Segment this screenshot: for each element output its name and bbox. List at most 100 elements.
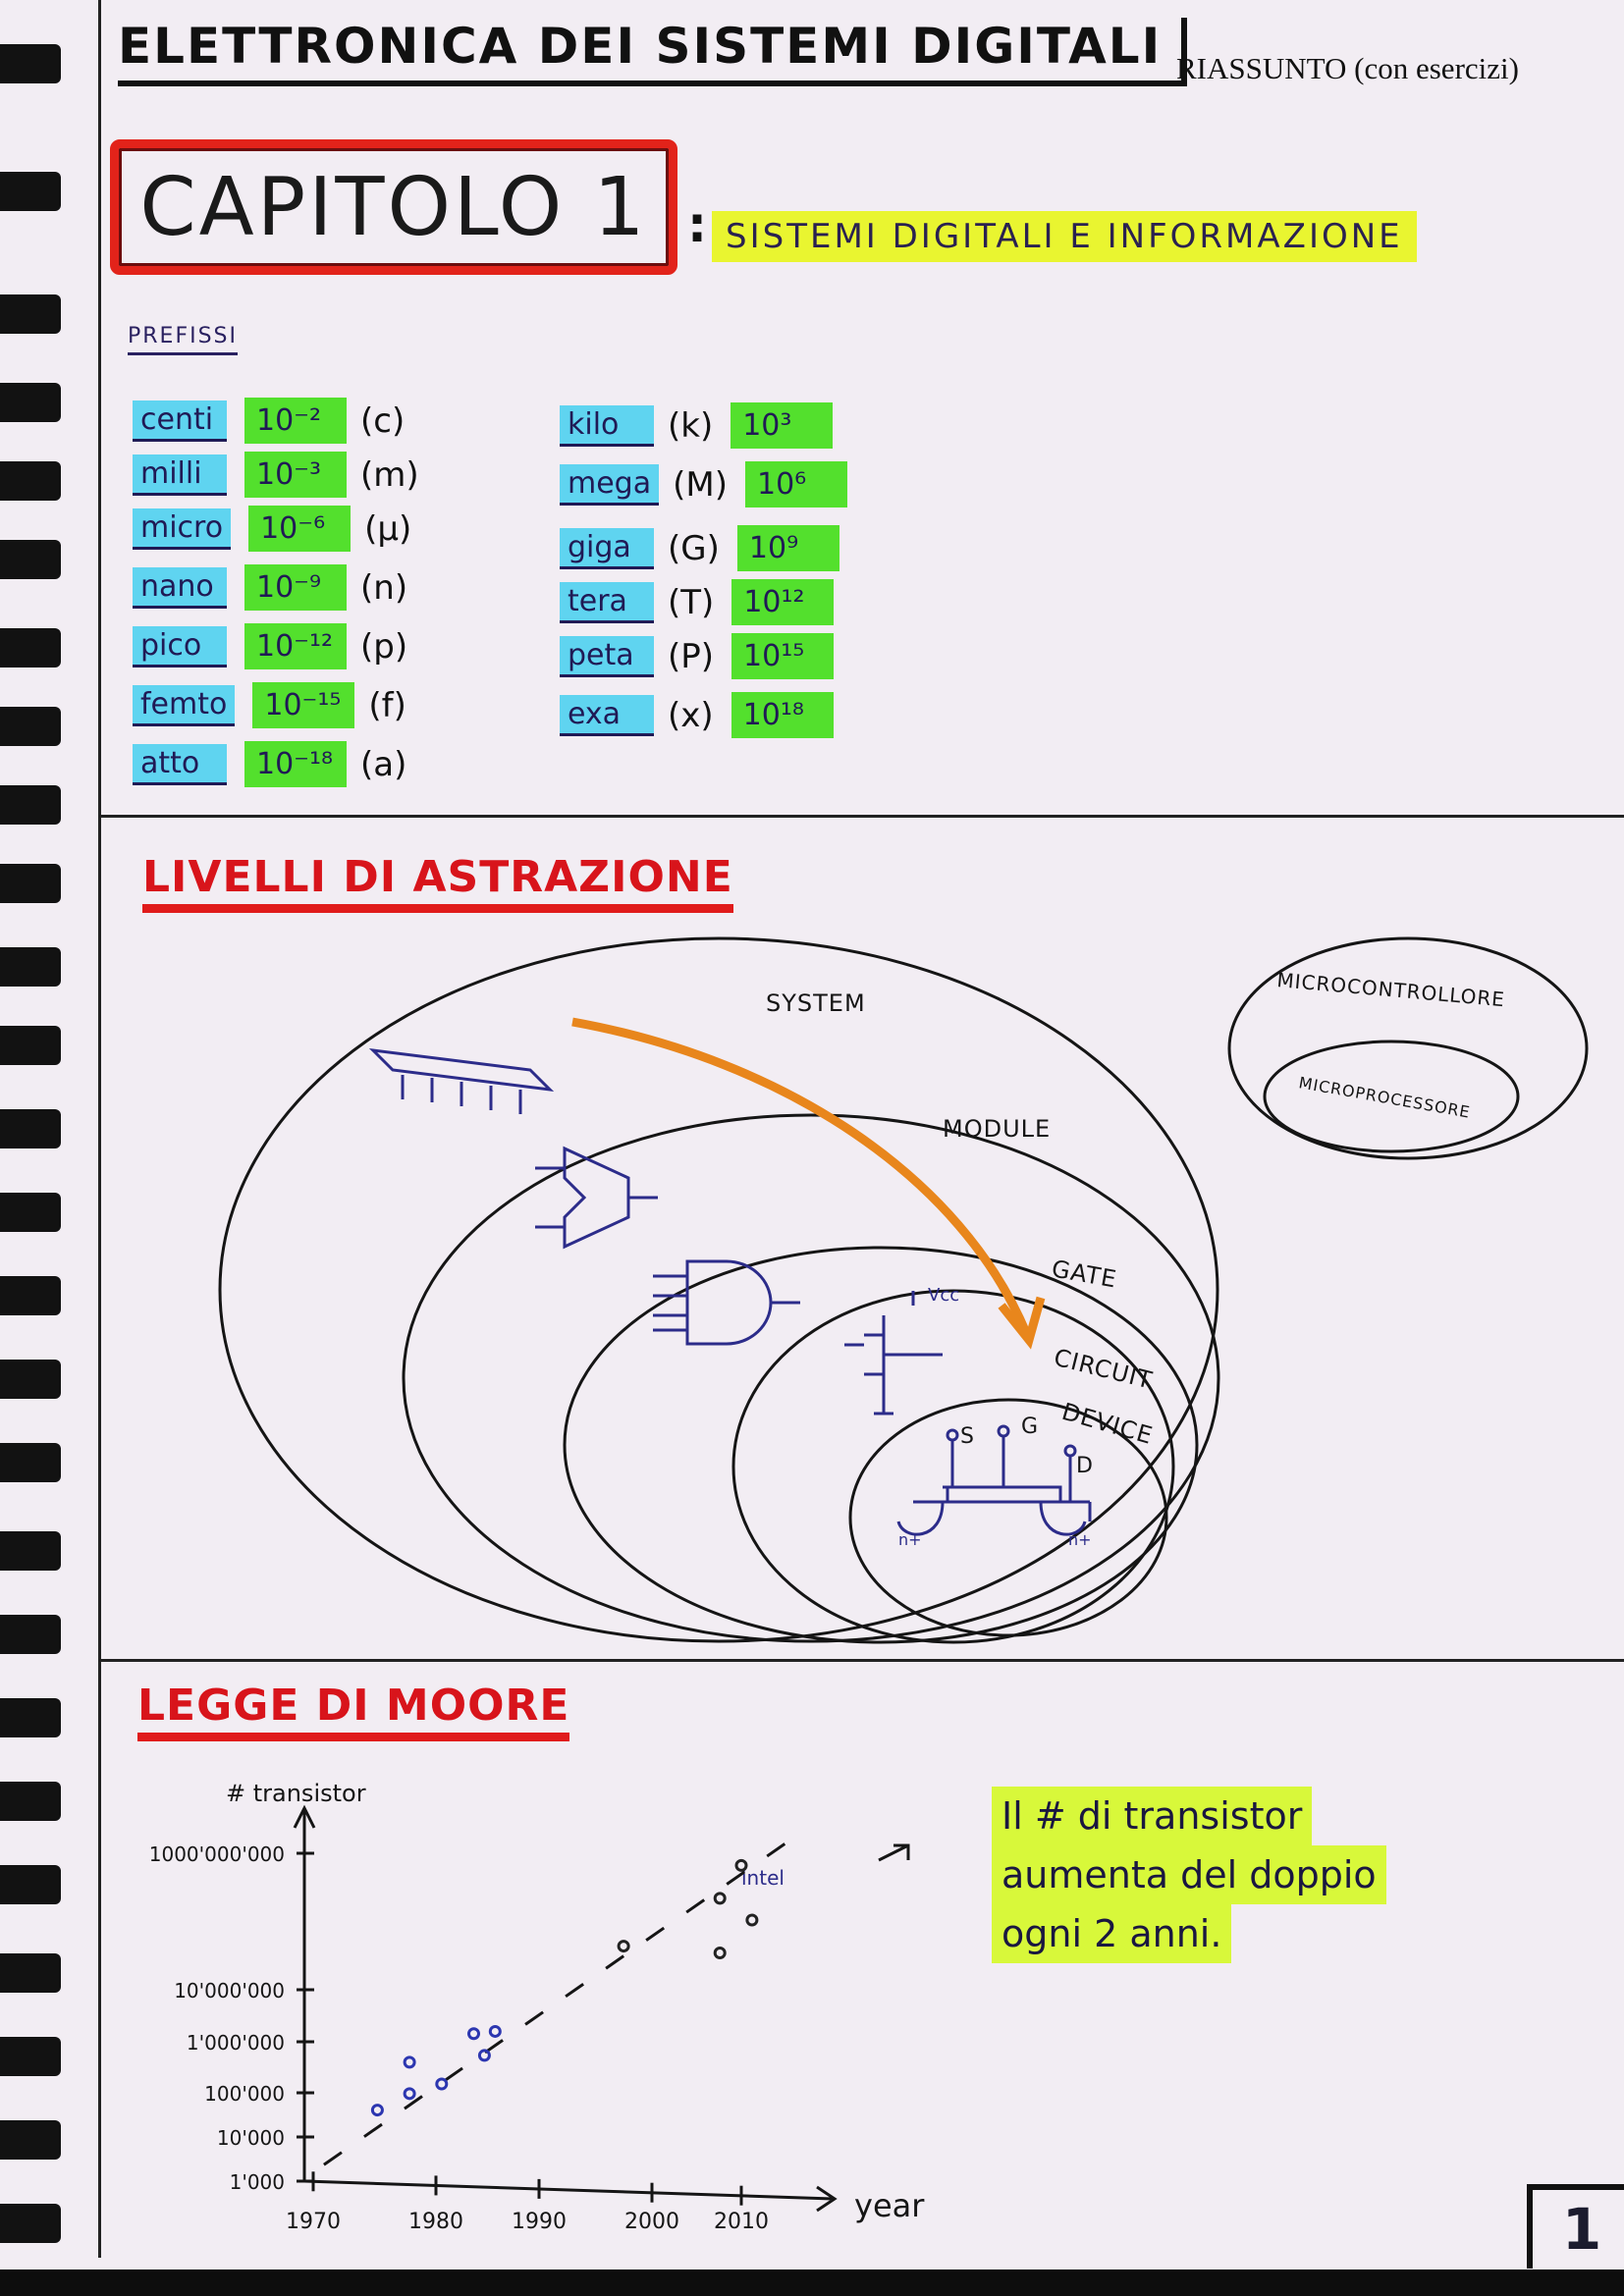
- typed-label: RIASSUNTO (con esercizi): [1176, 51, 1519, 85]
- prefix-value: 10⁹: [736, 525, 839, 571]
- data-point: [617, 1940, 630, 1953]
- device-ellipse: [848, 1398, 1168, 1637]
- colon: :: [687, 196, 707, 253]
- binding-ring: [0, 2204, 61, 2243]
- binding-ring: [0, 1109, 61, 1148]
- data-point: [403, 2087, 416, 2101]
- prefix-row: atto 10⁻¹⁸ (a): [133, 741, 406, 787]
- prefix-row: centi 10⁻² (c): [133, 398, 405, 444]
- data-point: [370, 2104, 384, 2117]
- binding-ring: [0, 864, 61, 903]
- data-point: [713, 1892, 727, 1905]
- y-tick-label: 10'000: [217, 2126, 285, 2150]
- prefix-symbol: (μ): [364, 508, 412, 549]
- data-point: [713, 1947, 727, 1960]
- note-line: aumenta del doppio: [992, 1845, 1386, 1904]
- y-tick-label: 1000'000'000: [149, 1842, 285, 1866]
- prefix-value: 10¹⁸: [731, 692, 834, 738]
- binding-ring: [0, 383, 61, 422]
- prefix-row: milli 10⁻³ (m): [133, 452, 419, 498]
- system-ellipse: [218, 936, 1219, 1643]
- divider: [101, 815, 1624, 818]
- prefix-name: giga: [560, 527, 654, 569]
- prefix-value: 10⁻¹⁸: [244, 741, 347, 787]
- prefix-symbol: (P): [668, 636, 715, 676]
- data-point: [745, 1913, 759, 1927]
- margin-line: [98, 0, 101, 2258]
- drain-label: D: [1076, 1454, 1093, 1478]
- module-ellipse: [402, 1113, 1220, 1643]
- prefix-name: femto: [133, 684, 236, 726]
- moore-note: Il # di transistor aumenta del doppio og…: [992, 1787, 1386, 1963]
- prefix-name: nano: [133, 566, 227, 609]
- level-system: SYSTEM: [766, 989, 866, 1017]
- prefix-row: micro 10⁻⁶ (μ): [133, 506, 411, 552]
- binding-ring: [0, 1193, 61, 1232]
- note-line: ogni 2 anni.: [992, 1904, 1232, 1963]
- x-tick-label: 1970: [286, 2210, 341, 2234]
- prefix-symbol: (f): [368, 685, 406, 725]
- gate-terminal-label: G: [1021, 1415, 1038, 1439]
- prefix-symbol: (G): [668, 528, 720, 568]
- note-line: Il # di transistor: [992, 1787, 1313, 1845]
- binding-ring: [0, 2120, 61, 2160]
- binding-ring: [0, 628, 61, 667]
- prefix-value: 10⁻²: [244, 398, 347, 444]
- prefix-symbol: (n): [360, 567, 408, 608]
- prefix-value: 10⁻⁹: [244, 564, 347, 611]
- notebook-binding: [0, 0, 69, 2296]
- prefix-row: femto 10⁻¹⁵ (f): [133, 682, 406, 728]
- y-tick-label: 1'000'000: [187, 2031, 285, 2055]
- prefix-symbol: (c): [360, 400, 406, 441]
- data-point: [403, 2056, 416, 2069]
- data-point: [467, 2027, 480, 2041]
- mosfet-device-icon: [896, 1424, 1092, 1536]
- prefix-name: peta: [560, 635, 654, 677]
- y-axis-label: # transistor: [226, 1780, 366, 1807]
- source-label: S: [960, 1424, 974, 1449]
- binding-ring: [0, 1953, 61, 1993]
- prefix-value: 10¹²: [731, 579, 835, 625]
- prefix-value: 10⁻⁶: [248, 506, 352, 552]
- prefix-row: mega (M) 10⁶: [560, 461, 847, 507]
- page-title: ELETTRONICA DEI SISTEMI DIGITALI: [118, 18, 1188, 86]
- binding-ring: [0, 44, 61, 83]
- binding-ring: [0, 1615, 61, 1654]
- chapter-subtitle: SISTEMI DIGITALI E INFORMAZIONE: [712, 211, 1417, 262]
- gate-ellipse: [563, 1246, 1199, 1644]
- chip-icon: [368, 1047, 555, 1114]
- y-tick-label: 10'000'000: [174, 1979, 285, 2002]
- binding-ring: [0, 540, 61, 579]
- prefix-name: centi: [133, 400, 227, 442]
- trend-line: [323, 1836, 796, 2166]
- data-point: [477, 2049, 491, 2062]
- prefix-name: milli: [133, 454, 227, 496]
- binding-ring: [0, 2037, 61, 2076]
- prefix-symbol: (p): [360, 626, 408, 667]
- prefix-name: exa: [560, 694, 654, 736]
- chapter-box: CAPITOLO 1: [110, 139, 677, 275]
- y-tick-label: 100'000: [204, 2082, 285, 2106]
- x-tick-label: 1990: [512, 2210, 567, 2234]
- binding-ring: [0, 1360, 61, 1399]
- binding-ring: [0, 1698, 61, 1737]
- microcontroller-ellipse: [1227, 936, 1589, 1160]
- prefix-row: nano 10⁻⁹ (n): [133, 564, 407, 611]
- binding-ring: [0, 1026, 61, 1065]
- prefix-name: micro: [133, 507, 232, 550]
- binding-ring: [0, 947, 61, 987]
- binding-ring: [0, 461, 61, 501]
- prefix-symbol: (T): [668, 582, 715, 622]
- prefix-symbol: (m): [360, 454, 419, 495]
- prefix-name: pico: [133, 625, 227, 667]
- binding-ring: [0, 1276, 61, 1315]
- moore-heading: LEGGE DI MOORE: [137, 1681, 570, 1741]
- prefix-value: 10³: [731, 402, 834, 449]
- prefix-value: 10⁶: [744, 461, 847, 507]
- trend-arrow: [878, 1843, 910, 1862]
- data-point: [734, 1858, 748, 1872]
- prefix-name: atto: [133, 743, 227, 785]
- n-region-label: n+: [898, 1530, 922, 1549]
- binding-ring: [0, 707, 61, 746]
